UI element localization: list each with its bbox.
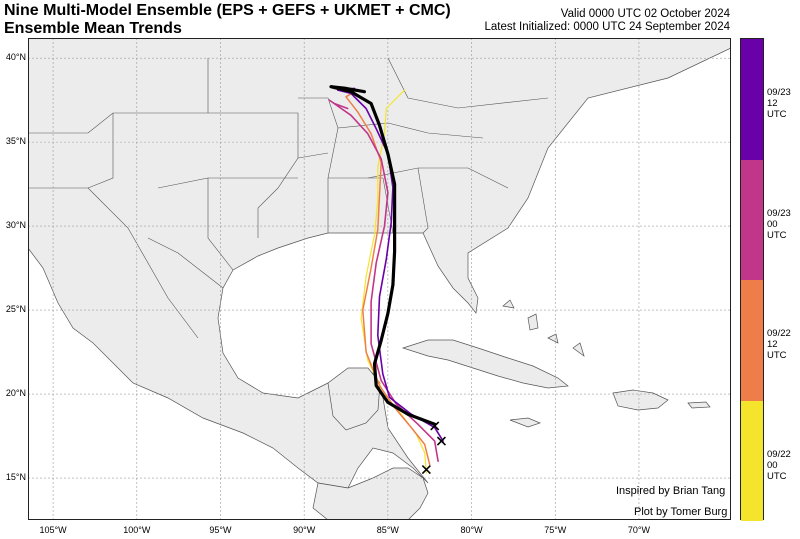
- colorbar-segment: [741, 280, 763, 401]
- init-time: Latest Initialized: 0000 UTC 24 Septembe…: [484, 21, 730, 33]
- colorbar-label: 09/22 12 UTC: [767, 328, 799, 361]
- lat-tick-label: 15°N: [5, 472, 26, 482]
- map-panel: [28, 38, 731, 520]
- ensemble-tracks: [328, 85, 444, 474]
- lon-tick-label: 100°W: [123, 525, 151, 535]
- valid-info: Valid 0000 UTC 02 October 2024 Latest In…: [485, 8, 730, 34]
- start-x-marker: [421, 465, 431, 475]
- lon-tick-label: 70°W: [627, 525, 650, 535]
- lat-tick-label: 40°N: [5, 52, 26, 63]
- title-line-2: Ensemble Mean Trends: [4, 20, 182, 37]
- title-line-1: Nine Multi-Model Ensemble (EPS + GEFS + …: [4, 2, 451, 19]
- colorbar-segment: [741, 39, 763, 160]
- colorbar-segment: [741, 159, 763, 280]
- colorbar-label-date: 09/23: [767, 87, 791, 99]
- colorbar-label: 09/22 00 UTC: [767, 449, 799, 482]
- track-latest: [329, 85, 437, 426]
- map-frame: [28, 38, 731, 520]
- colorbar-label-time: 12 UTC: [767, 339, 787, 362]
- start-x-marker: [430, 421, 440, 431]
- colorbar-label: 09/23 00 UTC: [767, 208, 799, 241]
- lon-tick-label: 80°W: [460, 525, 483, 535]
- lon-tick-label: 75°W: [544, 525, 567, 535]
- map-canvas: [28, 38, 731, 520]
- start-x-marker: [436, 436, 446, 446]
- valid-time: Valid 0000 UTC 02 October 2024: [560, 8, 730, 20]
- colorbar-label: 09/23 12 UTC: [767, 87, 799, 120]
- start-markers: [421, 421, 446, 475]
- colorbar-label-date: 09/22: [767, 448, 791, 460]
- colorbar-label-time: 00 UTC: [767, 218, 787, 241]
- cuba-land: [401, 339, 569, 389]
- jamaica-land: [509, 417, 541, 428]
- lon-tick-label: 105°W: [39, 525, 67, 535]
- colorbar-label-time: 00 UTC: [767, 459, 787, 482]
- colorbar-label-date: 09/22: [767, 328, 791, 340]
- bahamas-islands: [502, 299, 585, 357]
- hispaniola-land: [612, 389, 669, 411]
- graticule: [28, 38, 731, 520]
- borders: [28, 57, 549, 339]
- central-america-land: [312, 467, 429, 520]
- colorbar: [740, 38, 764, 521]
- puerto-rico-land: [687, 401, 711, 409]
- colorbar-label-time: 12 UTC: [767, 98, 787, 121]
- colorbar-label-date: 09/23: [767, 207, 791, 219]
- track-09-23-12-utc: [336, 87, 444, 442]
- lon-tick-label: 85°W: [376, 525, 399, 535]
- lon-tick-label: 95°W: [209, 525, 232, 535]
- colorbar-segment: [741, 400, 763, 521]
- credit-inspired: Inspired by Brian Tang: [616, 485, 726, 497]
- track-09-22-12-utc: [345, 90, 431, 466]
- chart-title: Nine Multi-Model Ensemble (EPS + GEFS + …: [4, 2, 451, 38]
- lat-tick-label: 25°N: [5, 304, 26, 315]
- lon-tick-label: 90°W: [293, 525, 316, 535]
- north-america-land: [28, 38, 731, 489]
- credit-plot: Plot by Tomer Burg: [634, 506, 728, 518]
- lat-tick-label: 35°N: [5, 136, 26, 147]
- lat-tick-label: 30°N: [5, 220, 26, 231]
- yucatan-land: [327, 367, 381, 431]
- lat-tick-label: 20°N: [5, 388, 26, 399]
